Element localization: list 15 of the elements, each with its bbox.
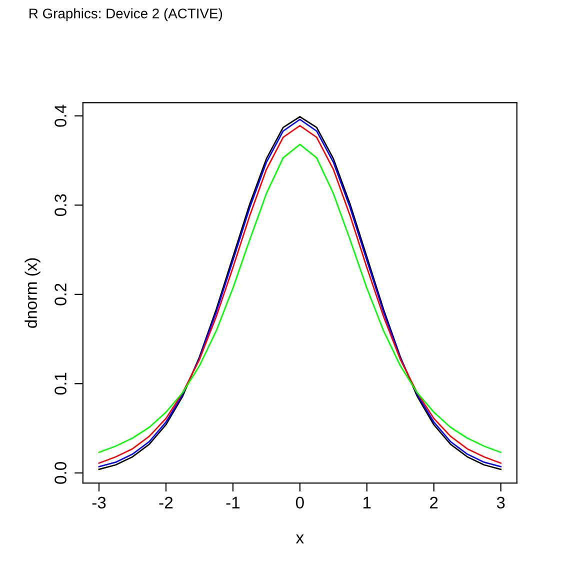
x-tick-label: 2 — [430, 496, 438, 508]
x-tick-label: -3 — [92, 496, 106, 509]
chart-title: R Graphics: Device 2 (ACTIVE) — [30, 8, 222, 22]
y-tick-label: 0.2 — [54, 284, 66, 306]
x-tick-label: 0 — [296, 496, 304, 509]
y-tick-label: 0.4 — [54, 104, 66, 127]
x-tick-label: 1 — [364, 496, 371, 508]
x-tick-label: 3 — [496, 496, 505, 509]
x-tick-label: -2 — [159, 496, 173, 508]
y-axis-title: dnorm (x) — [24, 258, 40, 328]
y-tick-label: 0.0 — [54, 462, 66, 484]
y-tick-label: 0.1 — [54, 372, 66, 395]
y-tick-label: 0.3 — [54, 194, 66, 216]
x-tick-label: -1 — [226, 496, 240, 508]
x-axis-title: x — [296, 534, 304, 544]
